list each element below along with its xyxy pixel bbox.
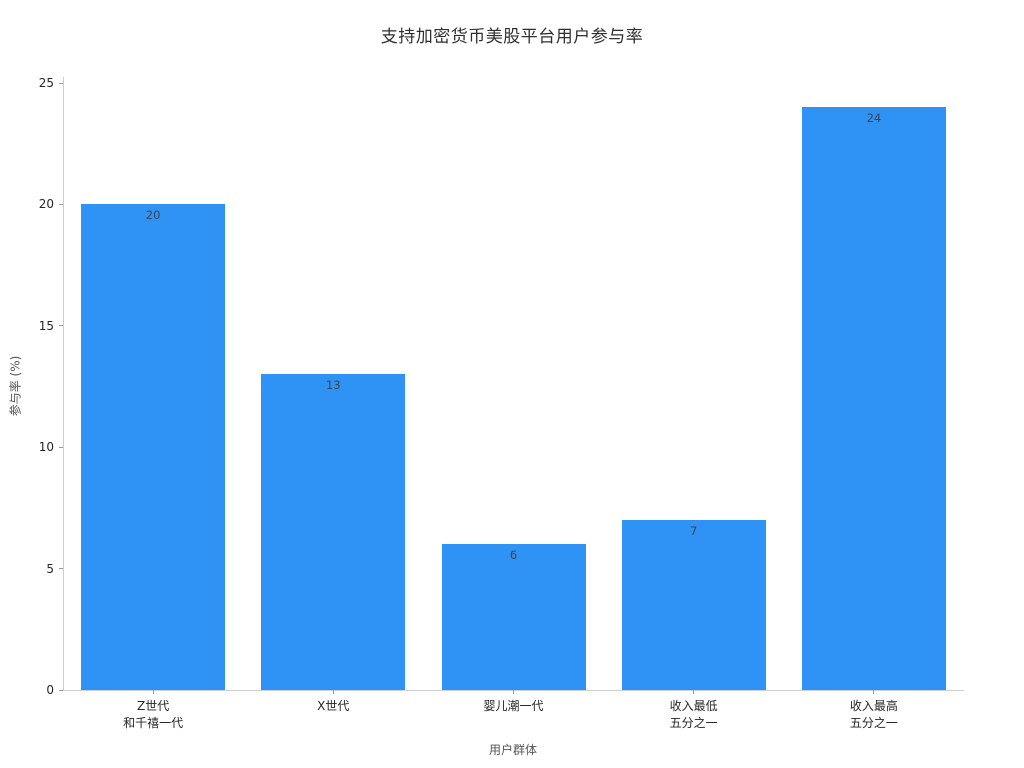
y-tick-label: 0 (46, 683, 54, 697)
x-tick-label-line: 婴儿潮一代 (483, 699, 544, 713)
y-tick-label: 20 (38, 197, 54, 212)
y-tick-mark (59, 82, 63, 84)
x-tick-label-line: 收入最高 (849, 699, 898, 713)
y-tick-mark (59, 446, 63, 448)
y-tick-mark (59, 568, 63, 570)
y-tick-mark (59, 325, 63, 327)
x-tick-label-line: 收入最低 (669, 699, 718, 713)
y-tick-mark (59, 203, 63, 205)
plot-area: 0 5 10 15 20 25 20 13 6 7 24 Z世代和千禧一代 X世代 婴儿潮一代 收入最低… (39, 76, 964, 730)
bar (801, 107, 946, 690)
y-tick-label: 25 (38, 76, 54, 90)
y-tick-label: 15 (38, 318, 54, 333)
bar-value-label: 7 (690, 524, 698, 539)
x-tick-label-line: 五分之一 (669, 716, 718, 730)
x-tick-label: 收入最高 五分之一 (794, 698, 954, 732)
x-tick-mark (332, 690, 334, 694)
bar-value-label: 20 (145, 208, 161, 223)
x-tick-label-line: X世代 (317, 699, 350, 713)
y-tick-mark (59, 689, 63, 691)
bar (441, 544, 586, 690)
y-tick-label: 5 (46, 561, 54, 576)
x-tick-label: 收入最低 五分之一 (614, 698, 774, 732)
x-tick-mark (693, 690, 695, 694)
x-tick-label-line: 五分之一 (849, 716, 898, 730)
bar-value-label: 6 (509, 548, 518, 563)
bar (261, 374, 406, 690)
bar (621, 520, 766, 690)
x-tick-mark (873, 690, 875, 694)
x-axis-label: 用户群体 (488, 743, 538, 757)
y-tick-label: 10 (38, 440, 54, 455)
x-tick-label: 婴儿潮一代 (434, 698, 594, 715)
x-tick-label: Z世代和千禧一代 (73, 698, 233, 732)
bar-value-label: 24 (866, 111, 882, 126)
bar-value-label: 13 (325, 378, 341, 393)
x-tick-label-line: 和千禧一代 (123, 716, 184, 730)
chart-title: 支持加密货币美股平台用户参与率 (380, 27, 644, 47)
x-tick-mark (513, 690, 514, 694)
x-tick-label: X世代 (253, 698, 413, 715)
y-axis-line (63, 77, 64, 690)
x-tick-mark (152, 690, 154, 694)
y-axis-label: 参与率 (%) (8, 355, 23, 417)
bar (81, 204, 226, 690)
x-tick-label-line: Z世代 (136, 699, 170, 713)
